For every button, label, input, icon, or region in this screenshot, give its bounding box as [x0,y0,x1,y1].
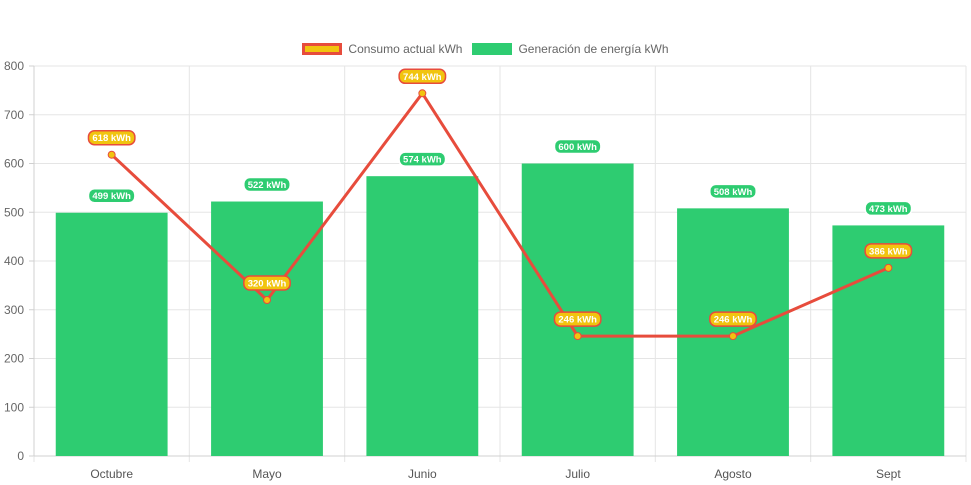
bar [832,225,945,456]
y-tick-label: 500 [4,205,24,219]
consumo-point [729,332,737,341]
consumo-data-label-text: 386 kWh [869,246,908,257]
consumo-data-label-text: 618 kWh [92,133,131,144]
consumo-point [573,332,582,341]
consumo-data-label: 618 kWh [87,129,136,146]
chart-legend: Consumo actual kWh Generación de energía… [0,42,971,56]
consumo-point [884,263,893,272]
consumo-data-label-text: 320 kWh [248,279,287,290]
consumo-data-label-bg [398,68,447,85]
consumo-data-label-text: 246 kWh [558,315,597,326]
bar-data-label: 522 kWh [243,176,291,193]
y-tick-label: 100 [4,400,24,414]
bar-data-label-text: 600 kWh [558,142,597,153]
y-tick-label: 800 [4,59,24,73]
bar [366,176,479,457]
y-tick-label: 300 [4,303,24,317]
consumo-data-label: 246 kWh [709,311,757,327]
y-tick-label: 600 [4,157,24,171]
x-tick-label: Mayo [252,467,282,481]
x-tick-label: Octubre [90,467,133,481]
bar-data-label: 574 kWh [398,151,447,167]
bar-data-label-bg [553,138,602,155]
bar-data-label-bg [398,151,447,167]
consumo-data-label: 386 kWh [864,243,913,259]
legend-label-consumo: Consumo actual kWh [348,42,463,56]
legend-swatch-consumo [302,43,343,55]
legend-swatch-generacion [472,43,513,55]
legend-item-consumo[interactable]: Consumo actual kWh [302,42,462,56]
consumo-data-label-bg [87,129,136,146]
y-tick-label: 700 [4,108,24,122]
consumo-data-label-text: 744 kWh [403,72,442,83]
bar-data-label: 499 kWh [87,187,136,204]
bar-data-label-text: 499 kWh [92,191,131,202]
consumo-data-label: 744 kWh [398,68,447,85]
consumo-data-label: 320 kWh [243,275,291,291]
legend-label-generacion: Generación de energía kWh [518,42,669,56]
bar-data-label-text: 522 kWh [248,180,287,191]
bar [55,212,168,456]
x-tick-label: Junio [408,467,437,481]
bar-data-label-bg [243,176,291,193]
x-tick-label: Agosto [714,467,752,481]
y-tick-label: 400 [4,254,24,268]
bar [211,201,323,456]
y-tick-label: 0 [17,449,24,463]
bar-data-label: 508 kWh [709,183,757,200]
consumo-point [263,296,271,304]
consumo-line [110,91,889,338]
consumo-point [418,89,427,98]
x-tick-label: Julio [565,467,590,481]
consumo-data-label: 246 kWh [553,311,602,327]
bar [521,163,634,456]
consumo-data-label-bg [243,275,291,291]
consumo-data-label-bg [864,243,913,259]
consumo-data-label-bg [553,311,602,327]
consumo-data-label-text: 246 kWh [714,315,753,326]
bar-data-label: 600 kWh [553,138,602,155]
legend-item-generacion[interactable]: Generación de energía kWh [472,42,669,56]
bar-data-label-text: 473 kWh [869,204,908,215]
consumo-point [107,150,116,159]
bar-data-label-bg [864,200,913,217]
y-tick-label: 200 [4,352,24,366]
bar-data-label: 473 kWh [864,200,913,217]
consumo-data-label-bg [709,311,757,327]
bar-data-label-bg [87,187,136,204]
bar-data-label-text: 508 kWh [714,187,753,198]
bar-data-label-bg [709,183,757,200]
bar-data-label-text: 574 kWh [403,155,442,166]
x-tick-label: Sept [876,467,901,481]
